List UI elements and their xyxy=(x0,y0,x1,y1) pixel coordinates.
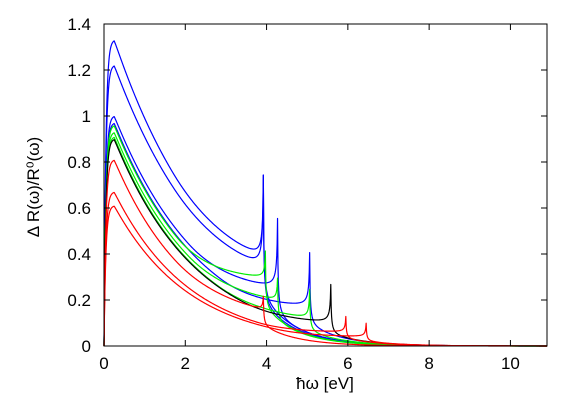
x-tick-label: 10 xyxy=(501,354,520,373)
series-line xyxy=(103,65,548,347)
y-tick-label: 1.2 xyxy=(67,61,91,80)
series-layer xyxy=(103,40,548,347)
x-tick-label: 6 xyxy=(343,354,352,373)
x-tick-label: 8 xyxy=(424,354,433,373)
y-tick-label: 1.4 xyxy=(67,15,91,34)
plot-frame xyxy=(103,23,548,347)
series-line xyxy=(103,139,548,347)
series-line xyxy=(103,115,548,347)
y-axis-label: Δ R(ω)/R⁰(ω) xyxy=(24,137,43,237)
x-axis-label: ħω [eV] xyxy=(296,374,354,393)
y-tick-label: 0.6 xyxy=(67,199,91,218)
series-line xyxy=(103,40,548,347)
y-tick-label: 0.2 xyxy=(67,291,91,310)
x-tick-label: 0 xyxy=(99,354,108,373)
x-tick-label: 2 xyxy=(181,354,190,373)
series-line xyxy=(103,191,548,347)
y-tick-label: 1 xyxy=(82,107,91,126)
ticks-layer: 0 2 4 6 8 10 0 0.2 0.4 0.6 0.8 1 1.2 1.4 xyxy=(67,15,547,373)
y-tick-label: 0.4 xyxy=(67,245,91,264)
y-tick-label: 0 xyxy=(82,337,91,356)
y-tick-label: 0.8 xyxy=(67,153,91,172)
x-tick-label: 4 xyxy=(262,354,271,373)
